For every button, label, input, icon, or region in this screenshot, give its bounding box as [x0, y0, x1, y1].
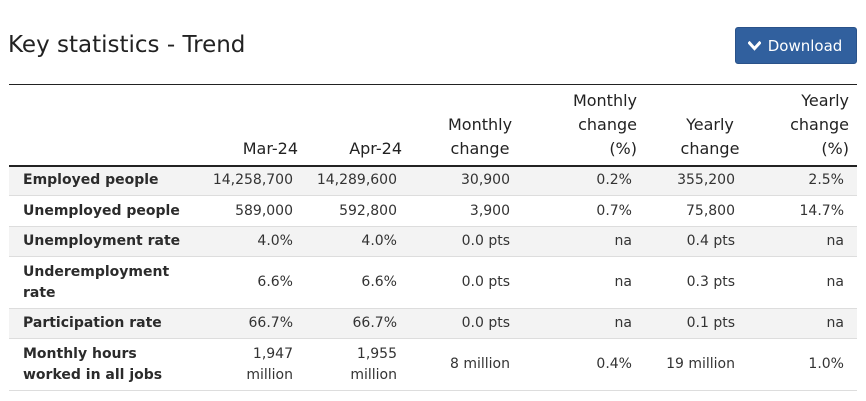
column-header [9, 85, 202, 166]
download-button-label: Download [767, 36, 843, 55]
table-row: Underemployment rate 6.6% 6.6% 0.0 pts n… [9, 256, 857, 309]
table-row: Participation rate 66.7% 66.7% 0.0 pts n… [9, 308, 857, 339]
row-label: Participation rate [23, 315, 162, 331]
table-cell: 0.7% [596, 202, 632, 219]
table-cell: 30,900 [461, 172, 510, 189]
table-row: Unemployment rate 4.0% 4.0% 0.0 pts na 0… [9, 226, 857, 257]
table-cell: na [614, 274, 632, 290]
table-cell: 0.1 pts [686, 315, 735, 331]
table-cell: 0.4 pts [686, 233, 735, 249]
table-cell: na [826, 274, 844, 290]
table-cell: 6.6% [257, 274, 293, 290]
table-cell: na [826, 233, 844, 249]
table-cell: 66.7% [248, 315, 293, 331]
table-cell: 592,800 [339, 202, 397, 219]
table-cell: na [614, 233, 632, 249]
table-cell: na [614, 315, 632, 331]
column-header-yearly-change: Yearly change [680, 114, 740, 158]
table-cell: 1,947 million [246, 345, 293, 383]
chevron-down-icon [748, 39, 762, 53]
column-header-apr-24: Apr-24 [349, 138, 402, 158]
table-cell: 1.0% [808, 356, 844, 372]
table-cell: na [826, 315, 844, 331]
table-cell: 0.0 pts [461, 315, 510, 331]
table-cell: 0.2% [596, 172, 632, 189]
table-header-row: Mar-24 Apr-24 Monthly change Monthly cha… [9, 84, 857, 166]
column-header-mar-24: Mar-24 [242, 138, 298, 158]
table-cell: 8 million [450, 356, 510, 372]
key-statistics-table: Mar-24 Apr-24 Monthly change Monthly cha… [9, 84, 857, 391]
download-button[interactable]: Download [735, 27, 857, 64]
row-label: Monthly hours worked in all jobs [23, 345, 163, 383]
table-cell: 589,000 [235, 202, 293, 219]
table-cell: 1,955 million [350, 345, 397, 383]
table-cell: 3,900 [469, 202, 510, 219]
table-cell: 2.5% [808, 172, 844, 189]
table-cell: 4.0% [361, 233, 397, 249]
page-title: Key statistics - Trend [8, 32, 246, 58]
row-label: Unemployed people [23, 202, 180, 219]
table-cell: 0.0 pts [461, 274, 510, 290]
table-cell: 0.3 pts [686, 274, 735, 290]
table-cell: 66.7% [352, 315, 397, 331]
table-cell: 0.0 pts [461, 233, 510, 249]
key-statistics-table-container: Mar-24 Apr-24 Monthly change Monthly cha… [9, 84, 857, 391]
row-label: Unemployment rate [23, 233, 181, 249]
table-cell: 75,800 [686, 202, 735, 219]
table-row: Unemployed people 589,000 592,800 3,900 … [9, 195, 857, 227]
table-cell: 355,200 [677, 172, 735, 189]
table-cell: 14,289,600 [316, 172, 397, 189]
table-row: Employed people 14,258,700 14,289,600 30… [9, 165, 857, 196]
table-cell: 19 million [666, 356, 735, 372]
row-label: Underemployment rate [23, 263, 170, 301]
table-cell: 14.7% [799, 202, 844, 219]
table-row: Monthly hours worked in all jobs 1,947 m… [9, 338, 857, 391]
table-cell: 6.6% [361, 274, 397, 290]
column-header-yearly-change-pct: Yearly change (%) [790, 90, 849, 158]
column-header-monthly-change-pct: Monthly change (%) [572, 90, 637, 158]
table-cell: 14,258,700 [212, 172, 293, 189]
table-cell: 0.4% [596, 356, 632, 372]
table-cell: 4.0% [257, 233, 293, 249]
column-header-monthly-change: Monthly change [447, 114, 513, 158]
row-label: Employed people [23, 172, 159, 189]
